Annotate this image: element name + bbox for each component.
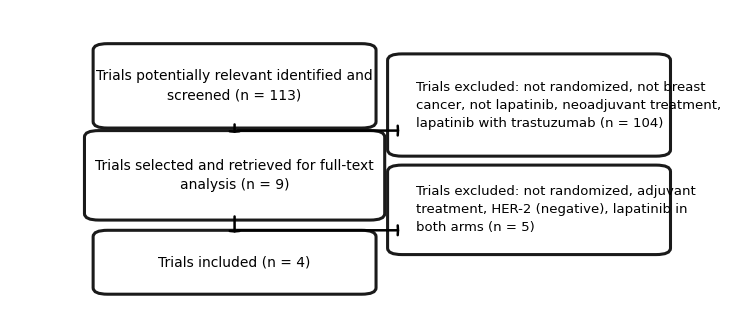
Text: Trials excluded: not randomized, adjuvant
treatment, HER-2 (negative), lapatinib: Trials excluded: not randomized, adjuvan… bbox=[416, 185, 697, 234]
FancyBboxPatch shape bbox=[93, 230, 376, 294]
FancyBboxPatch shape bbox=[387, 54, 670, 156]
FancyBboxPatch shape bbox=[387, 165, 670, 255]
Text: Trials selected and retrieved for full-text
analysis (n = 9): Trials selected and retrieved for full-t… bbox=[95, 159, 374, 192]
Text: Trials included (n = 4): Trials included (n = 4) bbox=[159, 255, 311, 269]
FancyBboxPatch shape bbox=[84, 130, 384, 220]
FancyBboxPatch shape bbox=[93, 44, 376, 128]
Text: Trials potentially relevant identified and
screened (n = 113): Trials potentially relevant identified a… bbox=[96, 69, 373, 103]
Text: Trials excluded: not randomized, not breast
cancer, not lapatinib, neoadjuvant t: Trials excluded: not randomized, not bre… bbox=[416, 81, 722, 129]
